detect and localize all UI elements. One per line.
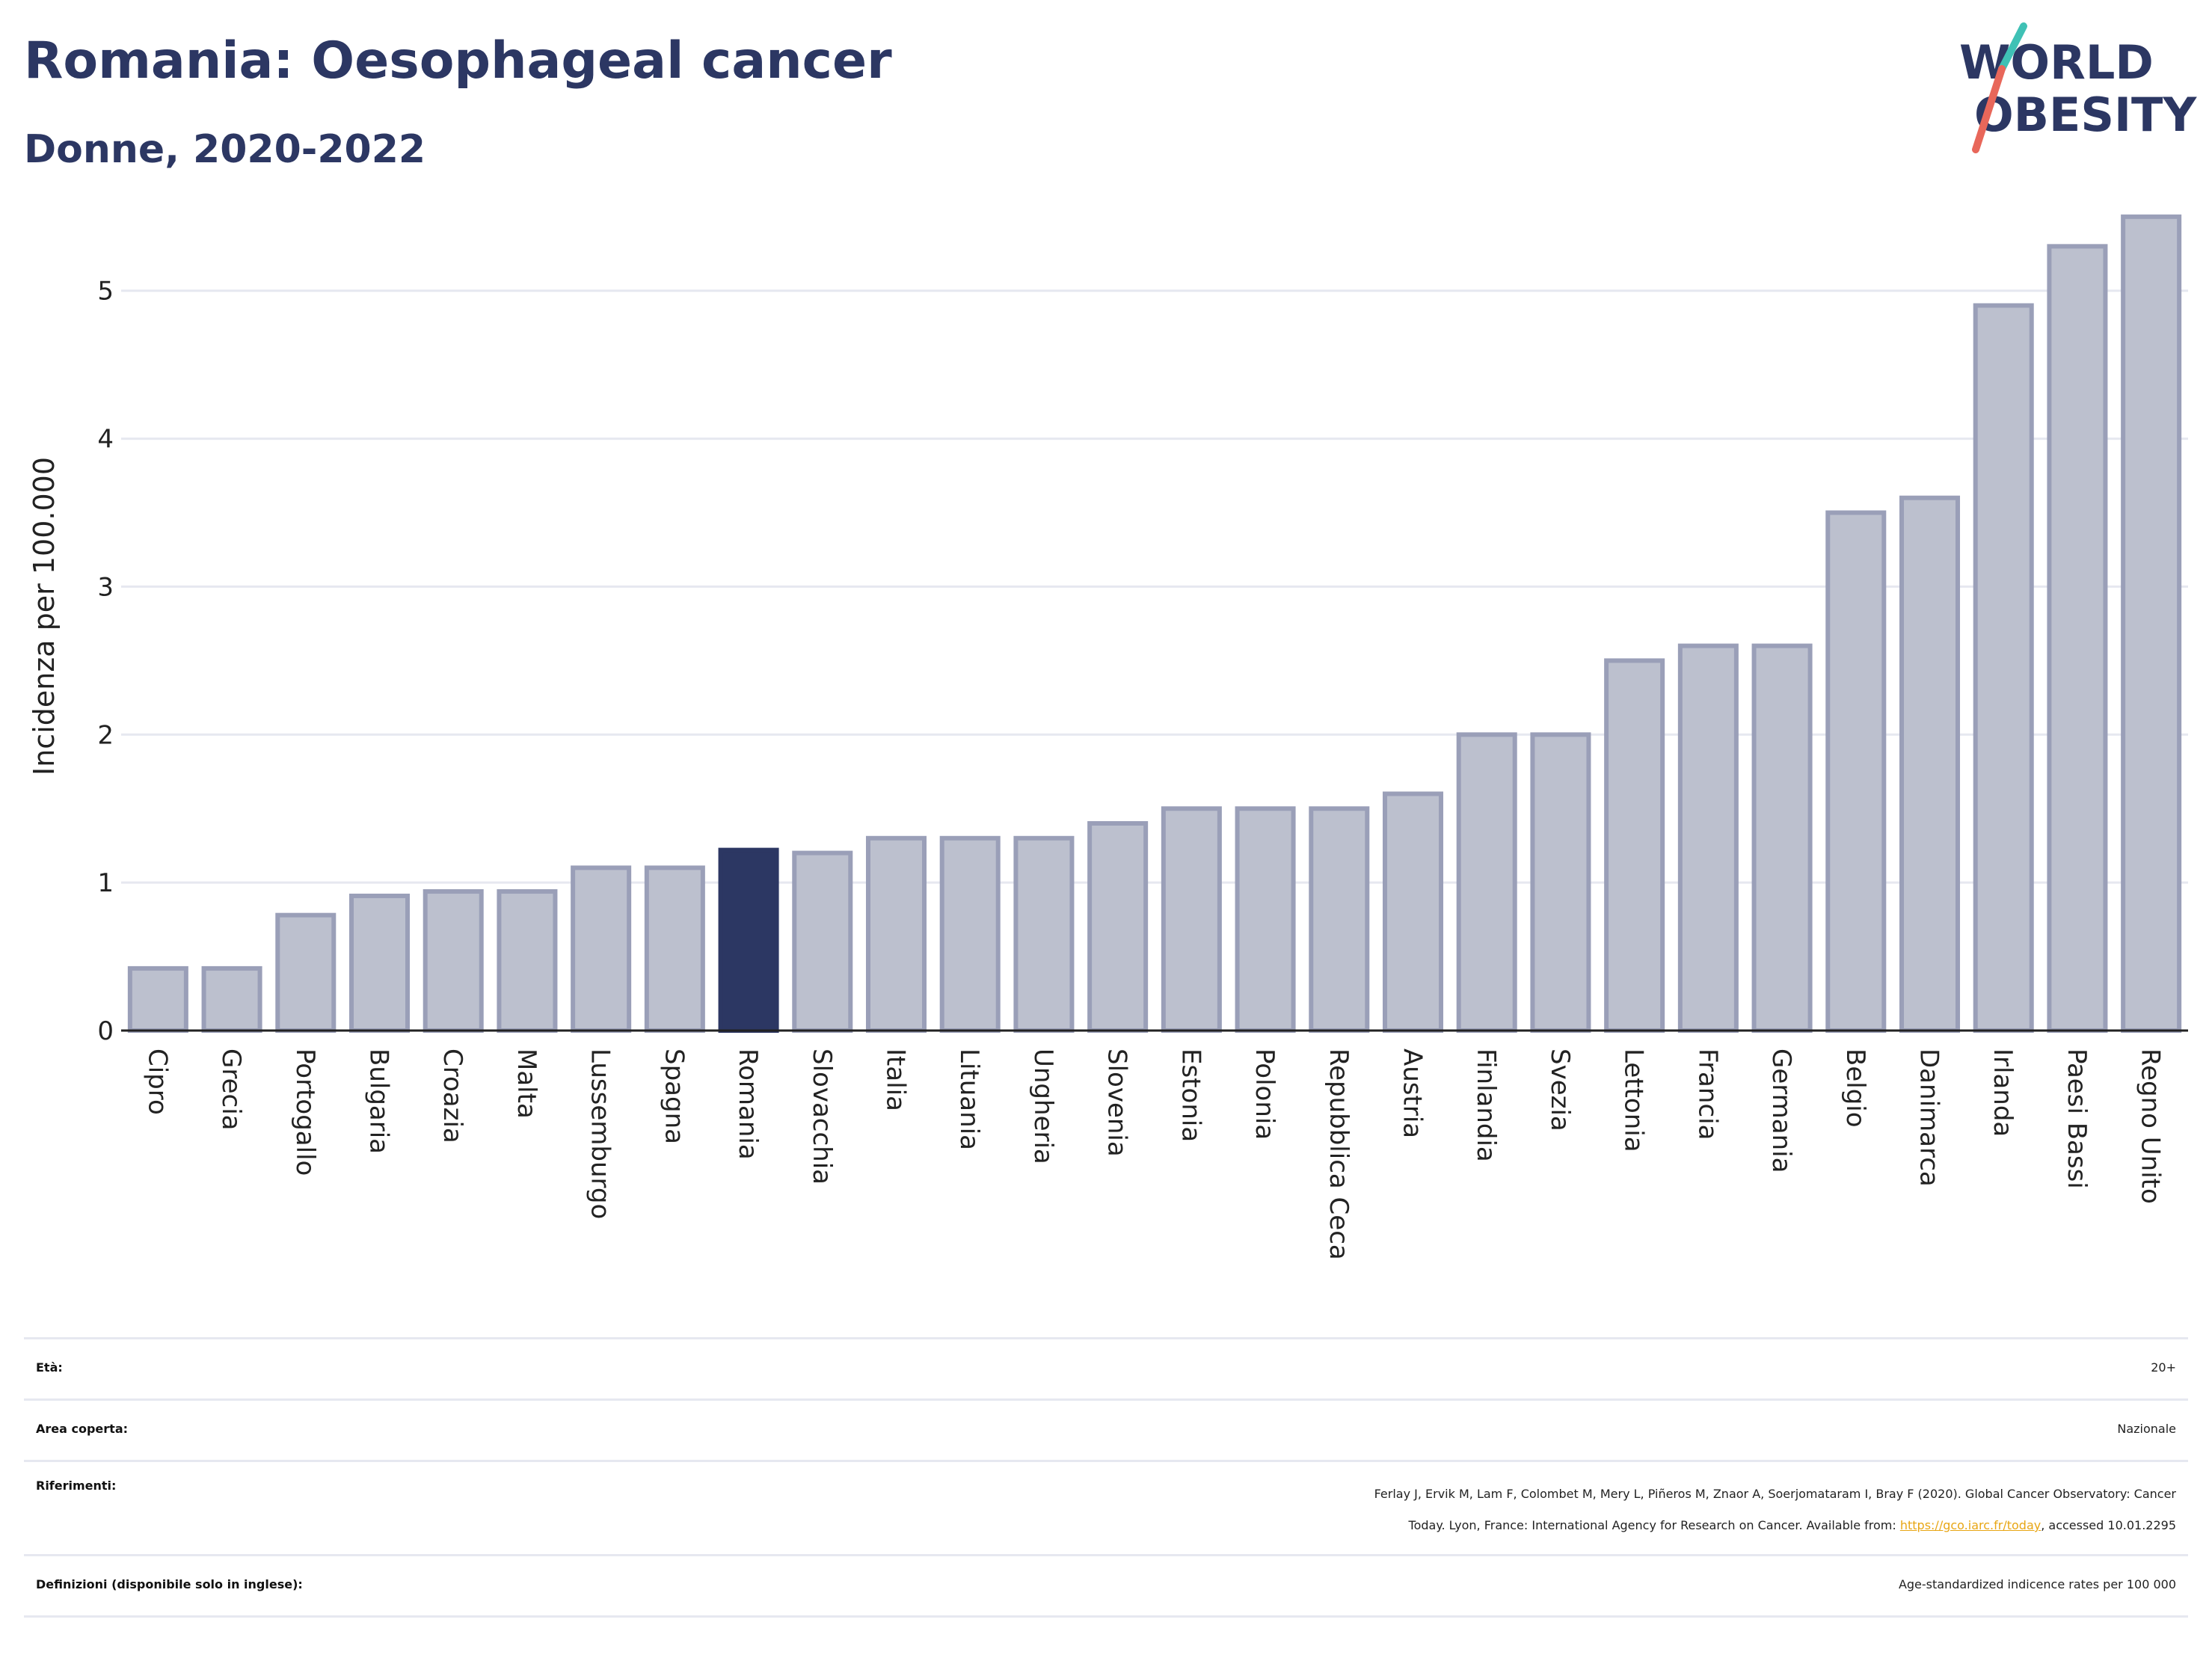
x-tick-label: Polonia [1250, 1048, 1279, 1140]
meta-def-value: Age-standardized indicence rates per 100… [1898, 1577, 2176, 1591]
x-tick-label: Spagna [659, 1048, 689, 1144]
bar-grecia [201, 965, 262, 1034]
x-tick-label: Repubblica Ceca [1324, 1048, 1354, 1260]
y-tick-label: 2 [97, 720, 114, 750]
bar-romania [718, 847, 779, 1033]
y-tick-label: 4 [97, 425, 114, 455]
x-tick-label: Lettonia [1619, 1048, 1649, 1152]
y-tick-label: 3 [97, 572, 114, 602]
meta-age-value: 20+ [2151, 1360, 2176, 1375]
x-tick-label: Danimarca [1914, 1048, 1944, 1187]
bar-danimarca [1899, 495, 1961, 1033]
bar-chart: 0 1 2 3 4 5 Incidenza per 100.000 Cipro Grecia Po… [28, 214, 2188, 1260]
bar-lettonia [1604, 658, 1665, 1033]
bar-ungheria [1013, 835, 1075, 1034]
x-tick-label: Regno Unito [2136, 1048, 2166, 1204]
bar-italia [865, 835, 927, 1034]
bar-cipro [127, 965, 188, 1034]
y-tick-label: 1 [97, 868, 114, 898]
meta-ref-label: Riferimenti: [36, 1479, 117, 1493]
meta-def-label: Definizioni (disponibile solo in inglese… [36, 1577, 303, 1591]
x-tick-label: Lituania [954, 1048, 984, 1150]
bar-lituania [939, 835, 1001, 1034]
x-tick-label: Malta [511, 1048, 541, 1119]
meta-bottom-rule [24, 1615, 2188, 1618]
meta-row-age: Età: 20+ [24, 1337, 2188, 1399]
world-obesity-logo: WORLD OBESITY [1959, 22, 2197, 153]
bar-slovenia [1087, 821, 1149, 1033]
x-tick-label: Romania [733, 1048, 763, 1160]
bar-estonia [1161, 806, 1222, 1033]
bar-lussemburgo [571, 865, 632, 1034]
x-tick-label: Finlandia [1471, 1048, 1501, 1162]
meta-age-label: Età: [36, 1360, 63, 1375]
bar-slovacchia [792, 850, 853, 1033]
bar-finlandia [1456, 732, 1517, 1033]
meta-ref-line-1: Ferlay J, Ervik M, Lam F, Colombet M, Me… [1374, 1487, 2176, 1501]
x-tick-label: Belgio [1840, 1048, 1870, 1128]
bar-belgio [1825, 510, 1887, 1033]
y-axis-title: Incidenza per 100.000 [28, 457, 61, 776]
x-tick-label: Portogallo [290, 1048, 320, 1176]
meta-ref-value: Ferlay J, Ervik M, Lam F, Colombet M, Me… [1374, 1479, 2176, 1541]
bar-malta [497, 889, 558, 1033]
x-tick-label: Slovacchia [807, 1048, 837, 1185]
logo-slash-bottom [1972, 65, 2006, 153]
bar-polonia [1235, 806, 1296, 1033]
bar-irlanda [1973, 303, 2034, 1033]
meta-area-value: Nazionale [2117, 1422, 2176, 1436]
x-tick-label: Irlanda [1988, 1048, 2018, 1137]
x-tick-label: Croazia [437, 1048, 467, 1143]
x-tick-label: Ungheria [1028, 1048, 1058, 1164]
bar-germania [1751, 643, 1813, 1033]
y-tick-label: 0 [97, 1016, 114, 1046]
meta-row-definitions: Definizioni (disponibile solo in inglese… [24, 1554, 2188, 1618]
x-tick-label: Cipro [142, 1048, 172, 1115]
bar-spagna [644, 865, 705, 1034]
bar-repubblica-ceca [1309, 806, 1370, 1033]
bar-portogallo [275, 912, 337, 1033]
logo-line-2: OBESITY [1974, 87, 2197, 142]
x-tick-label: Lussemburgo [586, 1048, 615, 1219]
x-tick-label: Germania [1766, 1048, 1796, 1173]
chart-title: Romania: Oesophageal cancer [24, 31, 892, 90]
bar-svezia [1530, 732, 1591, 1033]
bar-regno-unito [2121, 214, 2182, 1033]
reference-link[interactable]: https://gco.iarc.fr/today [1899, 1518, 2042, 1532]
x-tick-label: Slovenia [1102, 1048, 1132, 1157]
bar-paesi-bassi [2047, 244, 2108, 1033]
logo-line-1: WORLD [1959, 35, 2154, 90]
x-tick-label: Estonia [1176, 1048, 1205, 1142]
logo-slash-top [1998, 22, 2027, 73]
bar-croazia [423, 889, 484, 1033]
x-tick-label: Paesi Bassi [2062, 1048, 2092, 1189]
bar-bulgaria [348, 893, 411, 1033]
x-tick-label: Francia [1692, 1048, 1722, 1140]
bar-francia [1677, 643, 1739, 1033]
x-tick-label: Bulgaria [364, 1048, 394, 1154]
meta-area-label: Area coperta: [36, 1422, 129, 1436]
meta-ref-line-2-post: , accessed 10.01.2295 [2041, 1518, 2176, 1532]
chart-subtitle: Donne, 2020-2022 [24, 127, 426, 172]
meta-ref-line-2-pre: Today. Lyon, France: International Agenc… [1408, 1518, 1900, 1532]
meta-row-references: Riferimenti: Ferlay J, Ervik M, Lam F, C… [24, 1460, 2188, 1555]
y-tick-label: 5 [97, 277, 114, 307]
x-tick-label: Grecia [216, 1048, 246, 1130]
x-tick-label: Svezia [1545, 1048, 1575, 1132]
bar-austria [1382, 791, 1444, 1034]
meta-row-area: Area coperta: Nazionale [24, 1398, 2188, 1461]
x-tick-label: Austria [1398, 1048, 1428, 1138]
x-tick-label: Italia [881, 1048, 911, 1111]
meta-ref-line-2: Today. Lyon, France: International Agenc… [1374, 1510, 2176, 1541]
